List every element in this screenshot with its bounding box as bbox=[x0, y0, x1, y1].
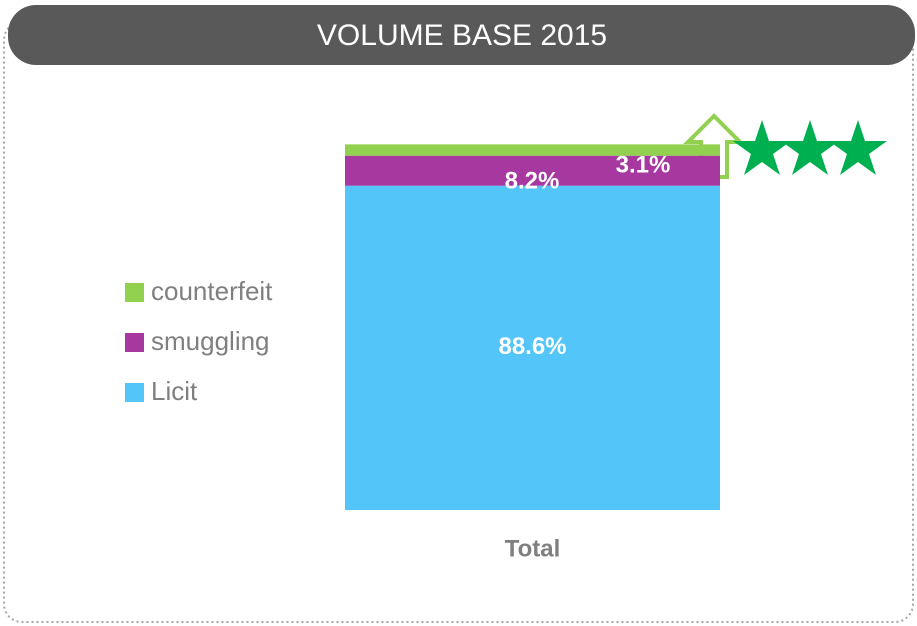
stars bbox=[733, 120, 887, 175]
value-label: 3.1% bbox=[616, 151, 671, 178]
legend-label: counterfeit bbox=[151, 276, 273, 306]
legend-label: smuggling bbox=[151, 326, 270, 356]
value-label: 8.2% bbox=[505, 167, 560, 194]
legend-label: Licit bbox=[151, 376, 198, 406]
legend-swatch bbox=[125, 333, 144, 352]
legend-swatch bbox=[125, 383, 144, 402]
bar-segment bbox=[345, 144, 720, 156]
legend-swatch bbox=[125, 283, 144, 302]
chart-title: VOLUME BASE 2015 bbox=[317, 19, 607, 52]
bar-segment bbox=[345, 185, 720, 510]
title-bar bbox=[8, 5, 915, 65]
x-tick-label: Total bbox=[505, 535, 561, 562]
bar-segment bbox=[345, 155, 720, 186]
value-label: 88.6% bbox=[498, 333, 566, 360]
